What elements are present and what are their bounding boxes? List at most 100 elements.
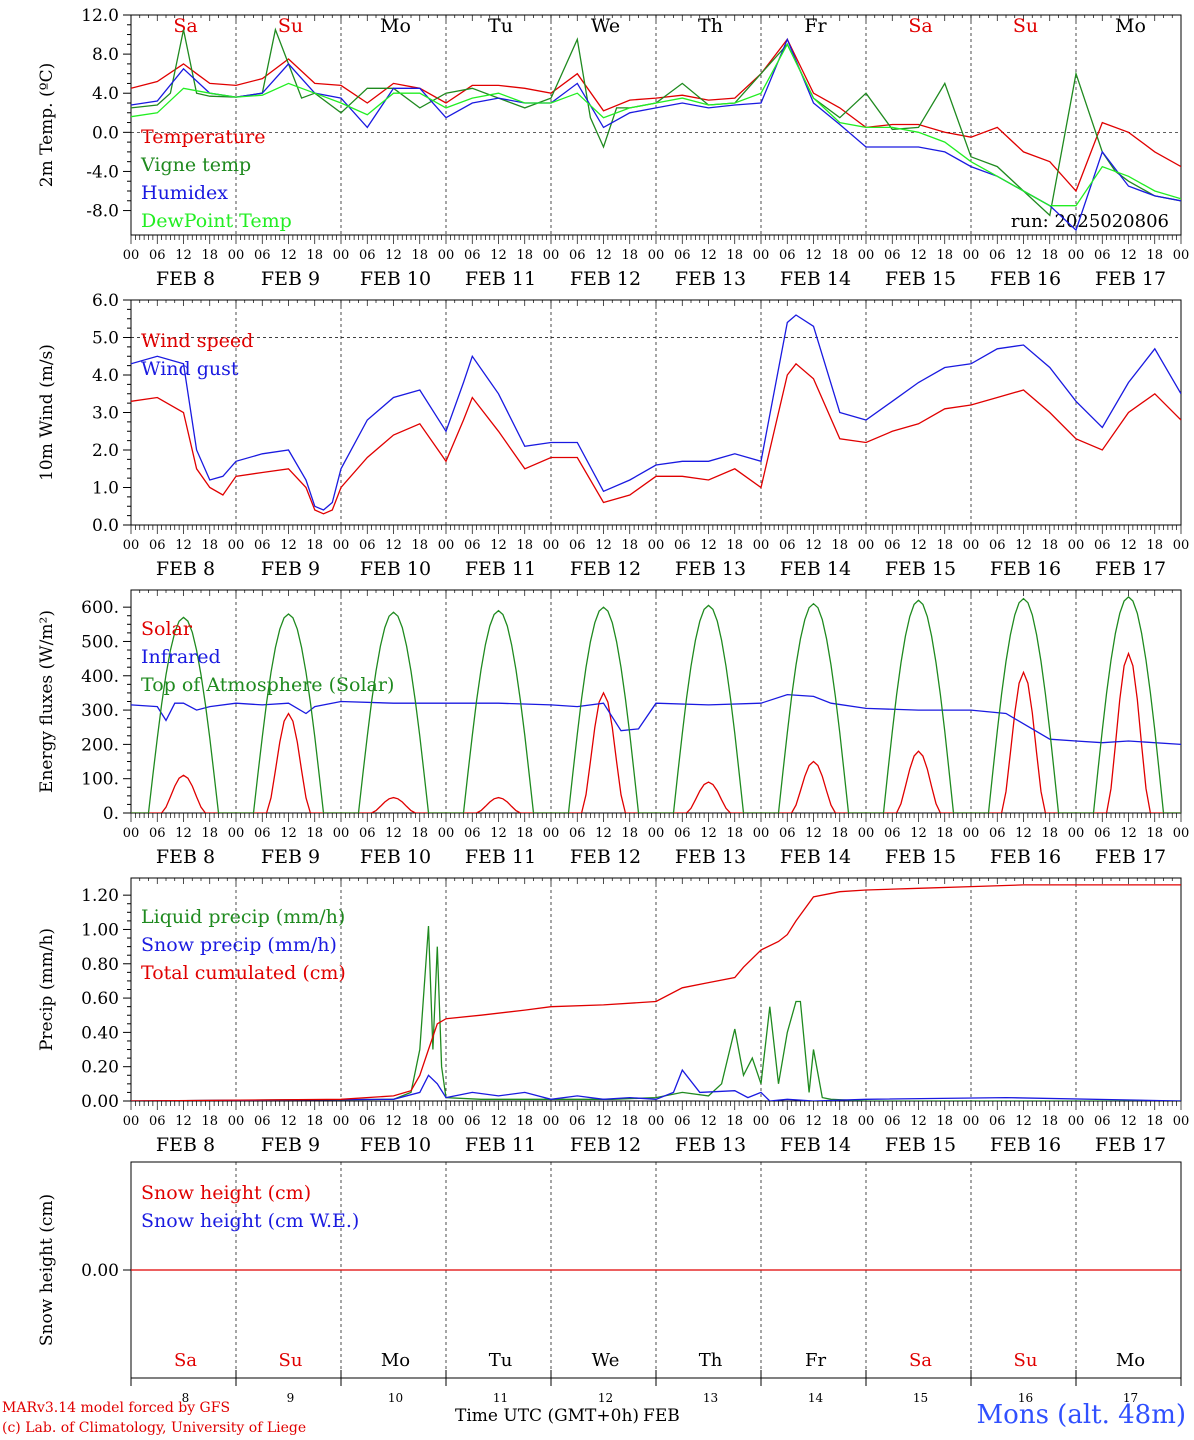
day-number-label: 13	[703, 1391, 718, 1405]
series-line-temperature	[131, 38, 1181, 193]
y-tick-label: 4.0	[92, 366, 119, 386]
y-tick-label: 12.0	[81, 6, 119, 26]
y-tick-label: 0.20	[81, 1058, 119, 1078]
y-tick-label: 0.0	[92, 123, 119, 143]
panel-frame	[130, 299, 1182, 526]
panel-frame	[130, 589, 1182, 814]
hour-tick-label: 12	[910, 248, 927, 263]
hour-tick-label: 18	[306, 1114, 323, 1129]
legend-entry: Total cumulated (cm)	[141, 962, 346, 984]
hour-tick-label: 00	[543, 248, 560, 263]
legend-entry: Wind gust	[141, 358, 239, 380]
date-label: FEB 10	[360, 1134, 431, 1156]
hour-tick-label: 06	[989, 826, 1006, 841]
hour-tick-label: 12	[910, 538, 927, 553]
y-axis-label: Energy fluxes (W/m²)	[37, 610, 57, 793]
hour-tick-label: 00	[543, 1114, 560, 1129]
y-tick-label: 5.0	[92, 329, 119, 349]
hour-tick-label: 06	[674, 248, 691, 263]
date-label: FEB 8	[156, 268, 215, 290]
hour-tick-label: 06	[149, 1114, 166, 1129]
hour-tick-label: 00	[1173, 826, 1190, 841]
weekday-label: Sa	[173, 15, 197, 37]
hour-tick-label: 00	[438, 826, 455, 841]
hour-tick-label: 06	[989, 248, 1006, 263]
hour-tick-label: 12	[385, 538, 402, 553]
series-line-snow-precip-mm-h-	[131, 1068, 1181, 1101]
hour-tick-label: 18	[1041, 826, 1058, 841]
hour-tick-label: 12	[490, 248, 507, 263]
day-number-label: 17	[1123, 1391, 1138, 1405]
date-label: FEB 14	[780, 1134, 851, 1156]
hour-tick-label: 12	[700, 826, 717, 841]
day-number-label: 15	[913, 1391, 928, 1405]
hour-tick-label: 18	[621, 826, 638, 841]
panel-3: 0. 100. 200. 300. 400. 500. 600. Energy fluxes …	[37, 589, 1190, 868]
hour-tick-label: 18	[411, 248, 428, 263]
y-tick-label: 6.0	[92, 291, 119, 311]
series-line-liquid-precip-mm-h-	[131, 925, 1181, 1101]
hour-tick-label: 18	[306, 538, 323, 553]
hour-tick-label: 00	[1068, 538, 1085, 553]
legend-entry: Top of Atmosphere (Solar)	[141, 674, 394, 696]
date-label: FEB 12	[570, 1134, 641, 1156]
date-label: FEB 10	[360, 846, 431, 868]
hour-tick-label: 00	[543, 538, 560, 553]
hour-tick-label: 00	[123, 1114, 140, 1129]
hour-tick-label: 00	[858, 1114, 875, 1129]
y-axis-label: 2m Temp. (ºC)	[37, 63, 57, 188]
hour-tick-label: 18	[1041, 1114, 1058, 1129]
station-name: Mons (alt. 48m)	[976, 1400, 1186, 1430]
date-label: FEB 10	[360, 268, 431, 290]
hour-tick-label: 12	[1015, 538, 1032, 553]
hour-tick-label: 12	[175, 826, 192, 841]
hour-tick-label: 06	[359, 248, 376, 263]
y-tick-label: -4.0	[86, 162, 119, 182]
hour-tick-label: 00	[543, 826, 560, 841]
date-label: FEB 15	[885, 1134, 956, 1156]
date-label: FEB 9	[261, 1134, 320, 1156]
hour-tick-label: 06	[674, 1114, 691, 1129]
hour-tick-label: 12	[280, 1114, 297, 1129]
hour-tick-label: 06	[464, 826, 481, 841]
hour-tick-label: 06	[254, 826, 271, 841]
hour-tick-label: 18	[936, 248, 953, 263]
date-label: FEB 15	[885, 268, 956, 290]
date-label: FEB 15	[885, 846, 956, 868]
date-label: FEB 11	[465, 558, 536, 580]
y-tick-label: 0.0	[92, 516, 119, 536]
day-number-label: 8	[182, 1391, 190, 1405]
date-label: FEB 13	[675, 268, 746, 290]
hour-tick-label: 18	[936, 1114, 953, 1129]
hour-tick-label: 00	[1068, 826, 1085, 841]
day-number-label: 11	[493, 1391, 508, 1405]
legend-entry: Snow precip (mm/h)	[141, 934, 337, 956]
date-label: FEB 14	[780, 558, 851, 580]
hour-tick-label: 06	[569, 1114, 586, 1129]
weekday-label: We	[591, 15, 620, 37]
hour-tick-label: 12	[700, 248, 717, 263]
panel-5: 0.00 Snow height (cm) 8 9 10 11 12 13 14 15 16 17 Sa…	[37, 1161, 1182, 1405]
hour-tick-label: 00	[963, 538, 980, 553]
hour-tick-label: 12	[1120, 826, 1137, 841]
hour-tick-label: 12	[385, 1114, 402, 1129]
time-axis-title: Time UTC (GMT+0h)	[455, 1406, 640, 1426]
lab-credit: (c) Lab. of Climatology, University of L…	[2, 1420, 307, 1436]
y-tick-label: 0.	[103, 804, 119, 824]
date-label: FEB 8	[156, 1134, 215, 1156]
date-label: FEB 16	[990, 1134, 1061, 1156]
hour-tick-label: 12	[700, 1114, 717, 1129]
weekday-label: Tu	[488, 15, 513, 37]
time-axis-month: FEB	[643, 1406, 680, 1426]
hour-tick-label: 06	[989, 538, 1006, 553]
hour-tick-label: 06	[254, 1114, 271, 1129]
hour-tick-label: 06	[569, 826, 586, 841]
date-label: FEB 12	[570, 558, 641, 580]
date-label: FEB 16	[990, 846, 1061, 868]
hour-tick-label: 12	[1015, 248, 1032, 263]
hour-tick-label: 12	[280, 538, 297, 553]
hour-tick-label: 06	[359, 538, 376, 553]
hour-tick-label: 06	[674, 538, 691, 553]
hour-tick-label: 18	[831, 538, 848, 553]
